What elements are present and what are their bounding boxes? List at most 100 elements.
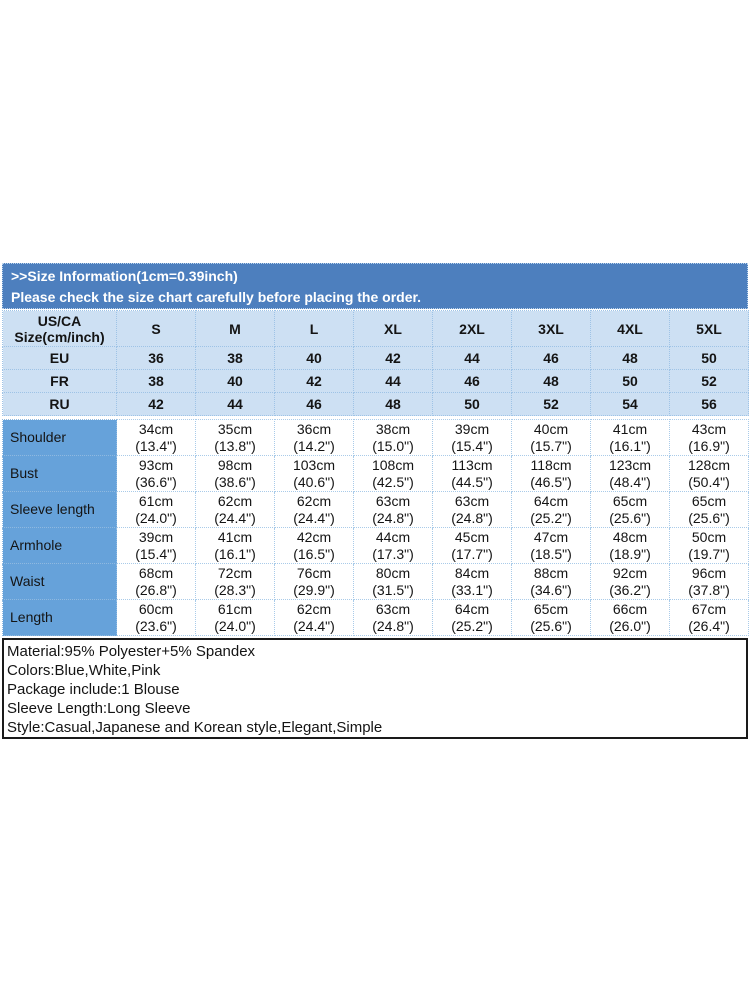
measurement-cell: 64cm (25.2") [511,491,591,528]
cm-value: 43cm [691,420,727,437]
measurement-cell: 63cm (24.8") [353,599,433,636]
cm-value: 66cm [612,600,648,617]
inch-value: (16.5") [293,545,335,562]
size-chart-content: >>Size Information(1cm=0.39inch) Please … [2,263,749,739]
measurement-cell: 35cm (13.8") [195,419,275,456]
cm-value: 80cm [375,564,411,581]
cm-value: 123cm [608,456,652,473]
region-size-value: 38 [116,369,196,393]
measurement-cell: 103cm (40.6") [274,455,354,492]
measurement-cell: 76cm (29.9") [274,563,354,600]
measurement-row: Shoulder 34cm (13.4") 35cm (13.8") 36cm (14.2"… [2,419,749,456]
inch-value: (13.4") [135,437,177,454]
cm-value: 36cm [296,420,332,437]
measurement-cell: 62cm (24.4") [195,491,275,528]
measurement-cell: 108cm (42.5") [353,455,433,492]
inch-value: (28.3") [214,581,256,598]
inch-value: (25.6") [609,509,651,526]
inch-value: (40.6") [293,473,335,490]
size-column-header: L [274,310,354,347]
cm-value: 64cm [454,600,490,617]
measurement-cell: 118cm (46.5") [511,455,591,492]
cm-value: 63cm [375,492,411,509]
measurement-row: Length 60cm (23.6") 61cm (24.0") 62cm (24.4") 6… [2,599,749,636]
cm-value: 45cm [454,528,490,545]
size-column-header: XL [353,310,433,347]
measurement-cell: 65cm (25.6") [590,491,670,528]
inch-value: (24.4") [293,617,335,634]
measurement-label: Length [2,599,117,636]
inch-value: (14.2") [293,437,335,454]
region-size-value: 44 [432,346,512,370]
measurement-cell: 61cm (24.0") [195,599,275,636]
measurement-label: Bust [2,455,117,492]
inch-value: (24.8") [372,617,414,634]
region-label: RU [2,392,117,416]
measurement-cell: 38cm (15.0") [353,419,433,456]
cm-value: 47cm [533,528,569,545]
measurement-cell: 67cm (26.4") [669,599,749,636]
region-size-value: 42 [353,346,433,370]
inch-value: (36.2") [609,581,651,598]
region-size-value: 52 [511,392,591,416]
measurement-row: Bust 93cm (36.6") 98cm (38.6") 103cm (40.6") 10… [2,455,749,492]
region-size-value: 40 [274,346,354,370]
region-size-value: 48 [511,369,591,393]
inch-value: (24.8") [372,509,414,526]
product-info-line: Sleeve Length:Long Sleeve [7,700,191,717]
inch-value: (34.6") [530,581,572,598]
cm-value: 72cm [217,564,253,581]
measurement-cell: 72cm (28.3") [195,563,275,600]
cm-value: 113cm [451,456,493,473]
region-size-value: 48 [353,392,433,416]
measurement-cell: 48cm (18.9") [590,527,670,564]
measurement-cell: 65cm (25.6") [511,599,591,636]
measurement-cell: 44cm (17.3") [353,527,433,564]
measurement-cell: 39cm (15.4") [116,527,196,564]
inch-value: (26.4") [688,617,730,634]
inch-value: (46.5") [530,473,572,490]
measurement-cell: 60cm (23.6") [116,599,196,636]
inch-value: (15.7") [530,437,572,454]
inch-value: (24.4") [214,509,256,526]
inch-value: (13.8") [214,437,256,454]
measurement-cell: 63cm (24.8") [432,491,512,528]
measurement-cell: 63cm (24.8") [353,491,433,528]
size-column-header: S [116,310,196,347]
cm-value: 35cm [217,420,253,437]
cm-value: 65cm [533,600,569,617]
measurement-cell: 93cm (36.6") [116,455,196,492]
cm-value: 67cm [691,600,727,617]
measurement-cell: 80cm (31.5") [353,563,433,600]
inch-value: (37.8") [688,581,730,598]
inch-value: (25.6") [530,617,572,634]
inch-value: (33.1") [451,581,493,598]
region-label: EU [2,346,117,370]
cm-value: 65cm [612,492,648,509]
measurement-cell: 68cm (26.8") [116,563,196,600]
cm-value: 39cm [138,528,174,545]
region-size-value: 36 [116,346,196,370]
inch-value: (15.4") [135,545,177,562]
inch-value: (18.5") [530,545,572,562]
cm-value: 64cm [533,492,569,509]
measurement-cell: 45cm (17.7") [432,527,512,564]
cm-value: 41cm [612,420,648,437]
cm-value: 63cm [454,492,490,509]
inch-value: (31.5") [372,581,414,598]
measurement-row: Sleeve length 61cm (24.0") 62cm (24.4") 62cm(… [2,491,749,528]
measurement-cell: 98cm (38.6") [195,455,275,492]
cm-value: 50cm [691,528,727,545]
region-size-value: 42 [116,392,196,416]
measurement-cell: 62cm (24.4") [274,491,354,528]
region-size-value: 50 [432,392,512,416]
product-info-line: Style:Casual,Japanese and Korean style,E… [7,719,383,736]
size-column-header: M [195,310,275,347]
cm-value: 38cm [375,420,411,437]
measurement-cell: 96cm (37.8") [669,563,749,600]
inch-value: (38.6") [214,473,256,490]
inch-value: (17.3") [372,545,414,562]
cm-value: 118cm [530,456,572,473]
measurement-cell: 62cm (24.4") [274,599,354,636]
